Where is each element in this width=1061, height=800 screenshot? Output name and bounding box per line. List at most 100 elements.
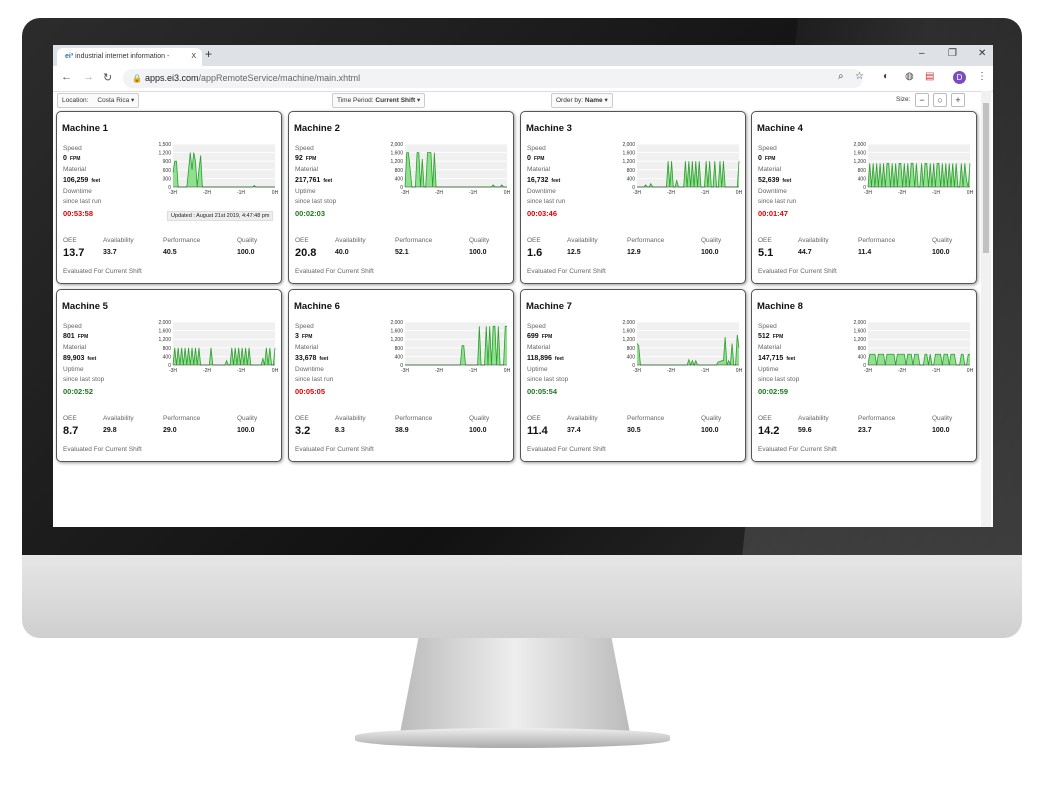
caret-down-icon: ▾ [604,97,608,104]
performance-value: 29.0 [163,427,177,434]
zoom-icon[interactable]: ⌕ [838,71,844,82]
new-tab-button[interactable]: + [205,47,213,61]
machine-title[interactable]: Machine 1 [62,123,108,134]
material-value: 89,903 feet [63,355,96,362]
location-dropdown[interactable]: Location: Costa Rica ▾ [57,93,140,108]
x-tick-label: -2H [203,190,211,196]
extension-icon[interactable]: ◐ [883,71,890,82]
machine-card[interactable]: Machine 3 Speed 0 FPM Material 16,732 feet… [520,111,746,284]
machine-card[interactable]: Machine 1 Speed 0 FPM Material 106,259 fee… [56,111,282,284]
speed-number: 0 [758,155,762,162]
back-icon[interactable]: ← [61,71,72,83]
y-tick-label: 1,200 [390,337,403,343]
x-tick-label: -1H [237,190,245,196]
machine-title[interactable]: Machine 4 [757,123,803,134]
machine-title[interactable]: Machine 2 [294,123,340,134]
x-tick-label: -3H [169,190,177,196]
speed-sparkline: 0 400 800 1,200 1,600 2,000 -3H -2H -1H 0H [853,320,973,374]
forward-icon[interactable]: → [83,71,94,83]
browser-tab[interactable]: ei³ industrial internet information - X [57,48,202,66]
machine-card[interactable]: Machine 2 Speed 92 FPM Material 217,761 fe… [288,111,514,284]
y-tick-label: 2,000 [853,142,866,148]
pdf-extension-icon[interactable]: ▤ [925,71,935,82]
y-tick-label: 0 [168,185,171,191]
material-number: 147,715 [758,355,784,362]
material-value: 217,761 feet [295,177,332,184]
availability-label: Availability [335,237,366,244]
order-value: Name [584,97,603,104]
y-tick-label: 0 [863,185,866,191]
scrollbar[interactable] [981,91,991,527]
y-tick-label: 1,600 [853,329,866,335]
state-label: Downtime [758,188,787,195]
y-tick-label: 2,000 [622,320,635,326]
extension-icon[interactable]: ◍ [905,71,914,82]
speed-sparkline: 0 400 800 1,200 1,600 2,000 -3H -2H -1H 0H [390,320,510,374]
machine-card[interactable]: Machine 6 Speed 3 FPM Material 33,678 feet… [288,289,514,462]
material-unit: feet [786,356,796,362]
profile-avatar[interactable]: D [953,71,966,84]
speed-sparkline: 0 400 800 1,200 1,600 2,000 -3H -2H -1H 0H [853,142,973,196]
machine-title[interactable]: Machine 3 [526,123,572,134]
time-period-dropdown[interactable]: Time Period: Current Shift ▾ [332,93,426,108]
availability-label: Availability [798,415,829,422]
speed-unit: FPM [305,156,317,162]
quality-label: Quality [237,237,258,244]
oee-value: 13.7 [63,247,85,259]
url-input[interactable]: 🔒 apps.ei3.com/appRemoteService/machine/m… [123,69,863,88]
state-duration: 00:02:59 [758,387,789,396]
size-decrease-button[interactable]: − [915,93,929,107]
material-label: Material [295,344,319,351]
close-tab-icon[interactable]: X [191,53,196,60]
material-number: 16,732 [527,177,549,184]
speed-unit: FPM [301,334,313,340]
machine-card[interactable]: Machine 7 Speed 699 FPM Material 118,896 f… [520,289,746,462]
since-label: since last run [295,376,334,383]
machine-title[interactable]: Machine 7 [526,301,572,312]
x-tick-label: -2H [203,368,211,374]
machine-card[interactable]: Machine 5 Speed 801 FPM Material 89,903 fe… [56,289,282,462]
machine-card[interactable]: Machine 8 Speed 512 FPM Material 147,715 f… [751,289,977,462]
x-tick-label: -2H [435,368,443,374]
material-unit: feet [91,178,101,184]
performance-label: Performance [163,415,201,422]
availability-value: 12.5 [567,249,581,256]
material-label: Material [758,344,782,351]
oee-label: OEE [63,237,77,244]
speed-sparkline: 0 400 800 1,200 1,600 2,000 -3H -2H -1H 0H [622,320,742,374]
availability-value: 8.3 [335,427,345,434]
order-by-dropdown[interactable]: Order by: Name ▾ [551,93,613,108]
speed-label: Speed [527,323,546,330]
reload-icon[interactable]: ↻ [103,72,113,84]
y-tick-label: 1,200 [158,337,171,343]
quality-value: 100.0 [701,427,719,434]
material-label: Material [295,166,319,173]
y-tick-label: 400 [858,176,867,182]
machine-title[interactable]: Machine 8 [757,301,803,312]
order-label: Order by: [556,97,584,104]
x-tick-label: -1H [932,368,940,374]
performance-value: 40.5 [163,249,177,256]
x-tick-label: -3H [169,368,177,374]
size-reset-button[interactable]: ○ [933,93,947,107]
speed-unit: FPM [541,334,553,340]
performance-label: Performance [858,237,896,244]
y-tick-label: 1,600 [622,329,635,335]
machine-title[interactable]: Machine 5 [62,301,108,312]
menu-icon[interactable]: ⋮ [977,71,987,82]
x-tick-label: -2H [667,190,675,196]
minimize-icon[interactable]: – [919,48,925,59]
maximize-icon[interactable]: ❐ [948,48,957,59]
y-tick-label: 800 [858,346,867,352]
scrollbar-thumb[interactable] [983,103,989,253]
material-unit: feet [554,356,564,362]
material-number: 33,678 [295,355,317,362]
machine-title[interactable]: Machine 6 [294,301,340,312]
close-window-icon[interactable]: ✕ [978,48,987,59]
oee-value: 3.2 [295,425,311,437]
size-increase-button[interactable]: + [951,93,965,107]
address-bar-row: ← → ↻ 🔒 apps.ei3.com/appRemoteService/mac… [53,66,993,92]
speed-number: 0 [63,155,67,162]
machine-card[interactable]: Machine 4 Speed 0 FPM Material 52,639 feet… [751,111,977,284]
bookmark-star-icon[interactable]: ☆ [855,71,864,82]
